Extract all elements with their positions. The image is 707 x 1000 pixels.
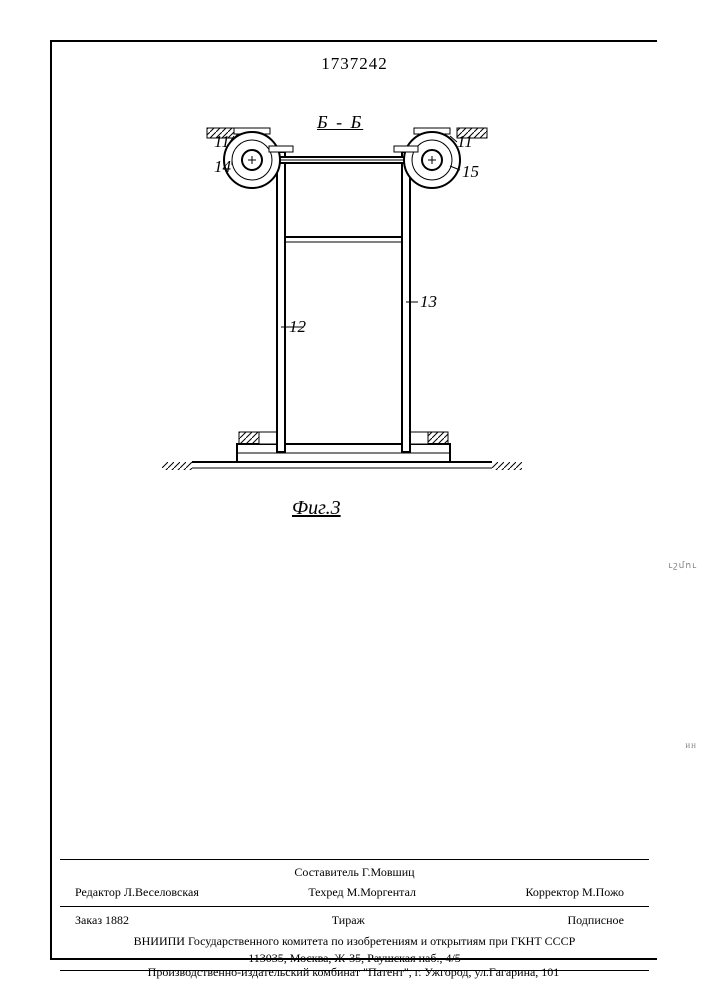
order-number: Заказ 1882 bbox=[75, 912, 129, 929]
section-label: Б - Б bbox=[317, 112, 363, 133]
order-row: Заказ 1882 Тираж Подписное bbox=[60, 909, 649, 932]
callout-label: 15 bbox=[462, 162, 479, 181]
corrector: Корректор М.Пожо bbox=[525, 884, 624, 901]
figure-caption: Фиг.3 bbox=[292, 497, 341, 520]
callout-label: 12 bbox=[289, 317, 306, 336]
organization-block: ВНИИПИ Государственного комитета по изоб… bbox=[60, 931, 649, 967]
page-frame: 1737242 Б - Б 11 14 11 15 12 13 bbox=[50, 40, 657, 960]
divider bbox=[60, 859, 649, 860]
compositor-line: Составитель Г.Мовшиц bbox=[60, 862, 649, 881]
callout-label: 13 bbox=[420, 292, 437, 311]
subscription: Подписное bbox=[567, 912, 624, 929]
scan-artifact: ւշմու bbox=[668, 560, 697, 571]
divider bbox=[60, 906, 649, 907]
callout-14: 14 bbox=[214, 157, 231, 177]
callout-label: 14 bbox=[214, 157, 231, 176]
callout-15: 15 bbox=[462, 162, 479, 182]
circulation: Тираж bbox=[332, 912, 365, 929]
document-number: 1737242 bbox=[52, 54, 657, 74]
editor: Редактор Л.Веселовская bbox=[75, 884, 199, 901]
org-line-2: 113035, Москва, Ж-35, Раушская наб., 4/5 bbox=[70, 950, 639, 966]
callout-label: 11 bbox=[457, 132, 473, 151]
callout-12: 12 bbox=[289, 317, 306, 337]
callout-11-left: 11 bbox=[214, 132, 230, 152]
callout-11-right: 11 bbox=[457, 132, 473, 152]
printer-line: Производственно-издательский комбинат "П… bbox=[50, 965, 657, 980]
credits-block: Составитель Г.Мовшиц Редактор Л.Веселовс… bbox=[60, 857, 649, 973]
callout-13: 13 bbox=[420, 292, 437, 312]
credits-row: Редактор Л.Веселовская Техред М.Моргента… bbox=[60, 881, 649, 904]
scan-artifact: ин bbox=[685, 740, 697, 750]
techred: Техред М.Моргентал bbox=[308, 884, 416, 901]
callout-label: 11 bbox=[214, 132, 230, 151]
figure-area: Б - Б 11 14 11 15 12 13 Фиг.3 bbox=[162, 102, 522, 522]
org-line-1: ВНИИПИ Государственного комитета по изоб… bbox=[70, 933, 639, 949]
